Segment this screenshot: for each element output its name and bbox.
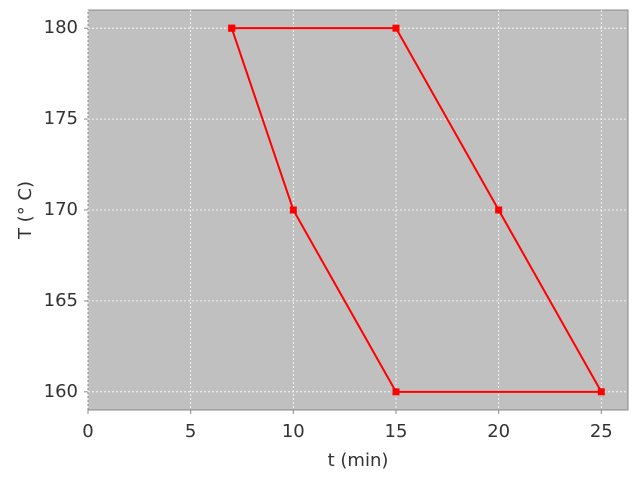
y-tick-label: 180 xyxy=(44,17,78,38)
x-tick-label: 20 xyxy=(487,421,510,442)
y-tick-label: 175 xyxy=(44,108,78,129)
data-point xyxy=(228,24,236,32)
x-tick-label: 0 xyxy=(82,421,93,442)
y-axis-label: T (° C) xyxy=(15,181,36,240)
x-tick-label: 15 xyxy=(385,421,408,442)
x-axis-label: t (min) xyxy=(328,450,389,471)
data-point xyxy=(392,388,400,396)
y-tick-label: 165 xyxy=(44,290,78,311)
data-point xyxy=(289,206,297,214)
y-tick-label: 160 xyxy=(44,381,78,402)
data-point xyxy=(597,388,605,396)
data-point xyxy=(392,24,400,32)
y-tick-label: 170 xyxy=(44,199,78,220)
x-tick-label: 10 xyxy=(282,421,305,442)
x-tick-label: 25 xyxy=(590,421,613,442)
x-tick-label: 5 xyxy=(185,421,196,442)
data-point xyxy=(495,206,503,214)
